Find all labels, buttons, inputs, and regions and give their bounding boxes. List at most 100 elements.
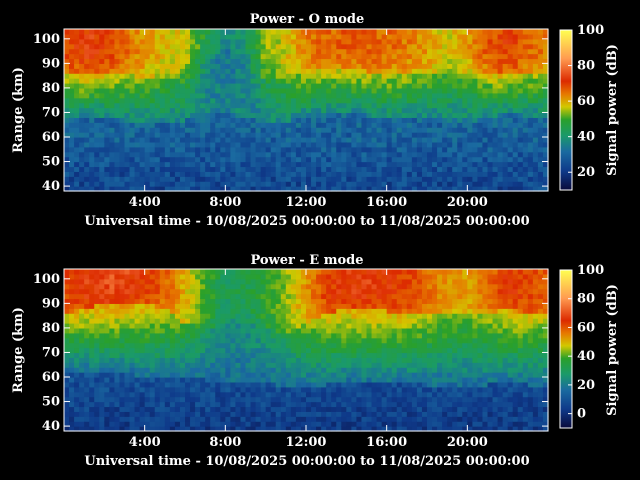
heatmap-cell — [290, 151, 297, 158]
heatmap-cell — [190, 377, 196, 383]
heatmap-cell — [311, 293, 317, 300]
heatmap-cell — [79, 342, 85, 349]
heatmap-cell — [386, 102, 393, 109]
heatmap-cell — [537, 127, 544, 133]
heatmap-cell — [79, 78, 85, 84]
heatmap-cell — [275, 426, 282, 432]
colorbar-tick-label: 60 — [577, 94, 595, 109]
heatmap-cell — [406, 38, 413, 45]
heatmap-cell — [487, 48, 494, 55]
heatmap-cell — [164, 141, 171, 148]
heatmap-cell — [507, 38, 514, 45]
heatmap-cell — [376, 33, 383, 40]
heatmap-cell — [316, 303, 322, 309]
heatmap-cell — [205, 318, 211, 324]
heatmap-cell — [144, 43, 151, 50]
heatmap-cell — [260, 421, 267, 427]
heatmap-cell — [84, 53, 90, 60]
heatmap-cell — [119, 283, 126, 290]
heatmap-cell — [472, 127, 479, 133]
heatmap-cell — [220, 151, 226, 158]
heatmap-cell — [371, 68, 378, 74]
heatmap-cell — [174, 97, 181, 104]
heatmap-cell — [386, 166, 393, 172]
heatmap-cell — [421, 68, 428, 74]
heatmap-cell — [225, 303, 231, 309]
heatmap-cell — [361, 156, 368, 163]
heatmap-cell — [215, 416, 221, 422]
heatmap-cell — [250, 269, 257, 275]
heatmap-cell — [391, 83, 398, 89]
heatmap-cell — [185, 332, 191, 339]
heatmap-cell — [89, 107, 95, 114]
heatmap-cell — [411, 58, 418, 64]
heatmap-cell — [346, 78, 352, 84]
heatmap-cell — [437, 166, 443, 172]
heatmap-cell — [174, 337, 181, 344]
heatmap-cell — [295, 107, 302, 114]
heatmap-cell — [381, 102, 388, 109]
heatmap-cell — [134, 298, 141, 304]
heatmap-cell — [336, 156, 342, 163]
heatmap-cell — [371, 43, 378, 50]
heatmap-cell — [366, 141, 373, 148]
heatmap-cell — [104, 357, 110, 363]
heatmap-cell — [99, 29, 105, 35]
heatmap-cell — [179, 273, 186, 280]
heatmap-cell — [432, 102, 438, 109]
heatmap-cell — [457, 33, 463, 40]
heatmap-cell — [245, 107, 252, 114]
heatmap-cell — [64, 293, 70, 300]
heatmap-cell — [321, 303, 327, 309]
heatmap-cell — [487, 176, 494, 182]
heatmap-cell — [462, 78, 468, 84]
heatmap-cell — [321, 38, 327, 45]
heatmap-cell — [200, 122, 206, 128]
heatmap-cell — [129, 332, 136, 339]
heatmap-cell — [275, 362, 282, 368]
heatmap-cell — [99, 318, 105, 324]
heatmap-cell — [311, 29, 317, 35]
heatmap-cell — [386, 132, 393, 138]
heatmap-cell — [316, 112, 322, 118]
heatmap-cell — [316, 33, 322, 40]
heatmap-cell — [300, 87, 307, 94]
heatmap-cell — [200, 298, 206, 304]
heatmap-cell — [159, 48, 166, 55]
heatmap-cell — [255, 83, 262, 89]
heatmap-cell — [457, 48, 463, 55]
heatmap-cell — [477, 117, 484, 123]
heatmap-cell — [275, 151, 282, 158]
heatmap-cell — [306, 181, 312, 187]
heatmap-cell — [195, 68, 201, 74]
heatmap-cell — [285, 372, 292, 378]
heatmap-cell — [215, 63, 221, 69]
heatmap-cell — [164, 117, 171, 123]
heatmap-cell — [472, 38, 479, 45]
heatmap-cell — [331, 391, 337, 398]
heatmap-cell — [124, 347, 131, 354]
heatmap-cell — [326, 137, 332, 143]
heatmap-cell — [411, 166, 418, 172]
heatmap-cell — [280, 421, 287, 427]
heatmap-cell — [225, 87, 231, 94]
heatmap-cell — [129, 171, 136, 177]
heatmap-cell — [472, 58, 479, 64]
heatmap-cell — [124, 303, 131, 309]
heatmap-cell — [326, 156, 332, 163]
heatmap-cell — [139, 73, 146, 79]
heatmap-cell — [306, 87, 312, 94]
heatmap-cell — [154, 357, 161, 363]
heatmap-cell — [109, 308, 116, 314]
heatmap-cell — [275, 102, 282, 109]
heatmap-cell — [169, 102, 176, 109]
heatmap-cell — [487, 97, 494, 104]
heatmap-cell — [265, 117, 272, 123]
heatmap-cell — [346, 73, 352, 79]
heatmap-cell — [396, 107, 403, 114]
heatmap-cell — [179, 396, 186, 403]
heatmap-cell — [225, 181, 231, 187]
heatmap-cell — [149, 278, 156, 285]
heatmap-cell — [245, 92, 252, 99]
heatmap-cell — [482, 87, 489, 94]
